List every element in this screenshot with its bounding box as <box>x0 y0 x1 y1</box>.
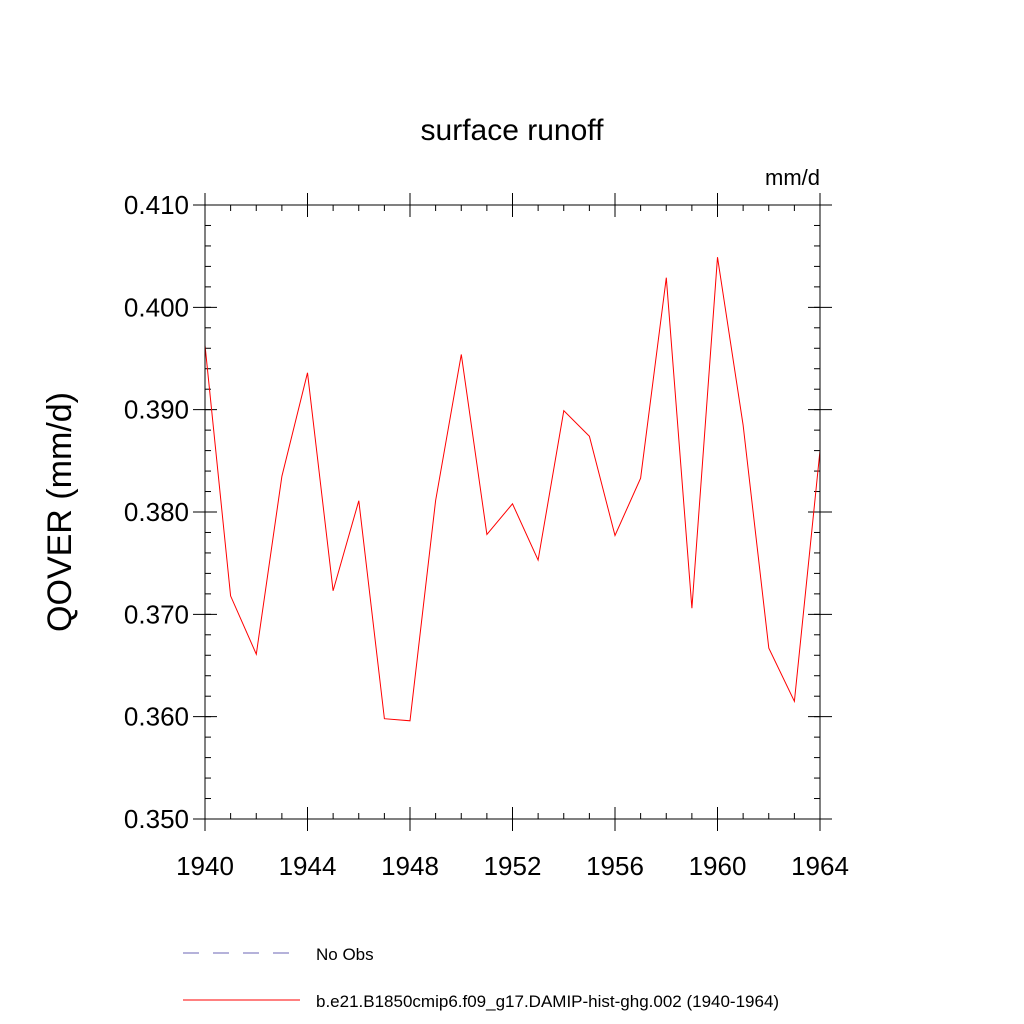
y-tick-labels: 0.350 0.360 0.370 0.380 0.390 0.400 0.410 <box>124 190 189 834</box>
x-tick-label: 1960 <box>689 851 747 881</box>
x-tick-label: 1948 <box>381 851 439 881</box>
axis-ticks <box>193 193 832 831</box>
plot-series <box>204 257 821 722</box>
y-tick-label: 0.370 <box>124 599 189 629</box>
x-tick-label: 1944 <box>279 851 337 881</box>
x-tick-label: 1956 <box>586 851 644 881</box>
x-tick-labels: 1940 1944 1948 1952 1956 1960 1964 <box>176 851 849 881</box>
y-tick-label: 0.360 <box>124 702 189 732</box>
plot-frame <box>204 204 821 820</box>
y-tick-label: 0.400 <box>124 292 189 322</box>
x-tick-label: 1964 <box>791 851 849 881</box>
x-tick-label: 1952 <box>484 851 542 881</box>
legend-label: No Obs <box>316 945 374 964</box>
y-tick-label: 0.390 <box>124 395 189 425</box>
series-line <box>204 257 821 722</box>
units-label: mm/d <box>765 165 820 190</box>
y-tick-label: 0.410 <box>124 190 189 220</box>
legend: No Obs b.e21.B1850cmip6.f09_g17.DAMIP-his… <box>183 945 779 1011</box>
y-axis-label: QOVER (mm/d) <box>41 392 79 632</box>
legend-label: b.e21.B1850cmip6.f09_g17.DAMIP-hist-ghg.… <box>316 992 779 1011</box>
x-tick-label: 1940 <box>176 851 234 881</box>
y-tick-label: 0.350 <box>124 804 189 834</box>
chart-title: surface runoff <box>421 114 605 147</box>
y-tick-label: 0.380 <box>124 497 189 527</box>
